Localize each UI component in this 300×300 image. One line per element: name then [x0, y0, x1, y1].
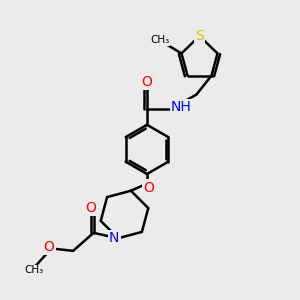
Text: O: O [142, 75, 152, 89]
Text: O: O [86, 201, 97, 215]
Text: O: O [143, 181, 154, 194]
Text: N: N [109, 231, 119, 245]
Text: O: O [44, 240, 55, 254]
Text: CH₃: CH₃ [150, 35, 170, 45]
Text: S: S [195, 29, 204, 43]
Text: CH₃: CH₃ [24, 266, 43, 275]
Text: NH: NH [171, 100, 192, 114]
